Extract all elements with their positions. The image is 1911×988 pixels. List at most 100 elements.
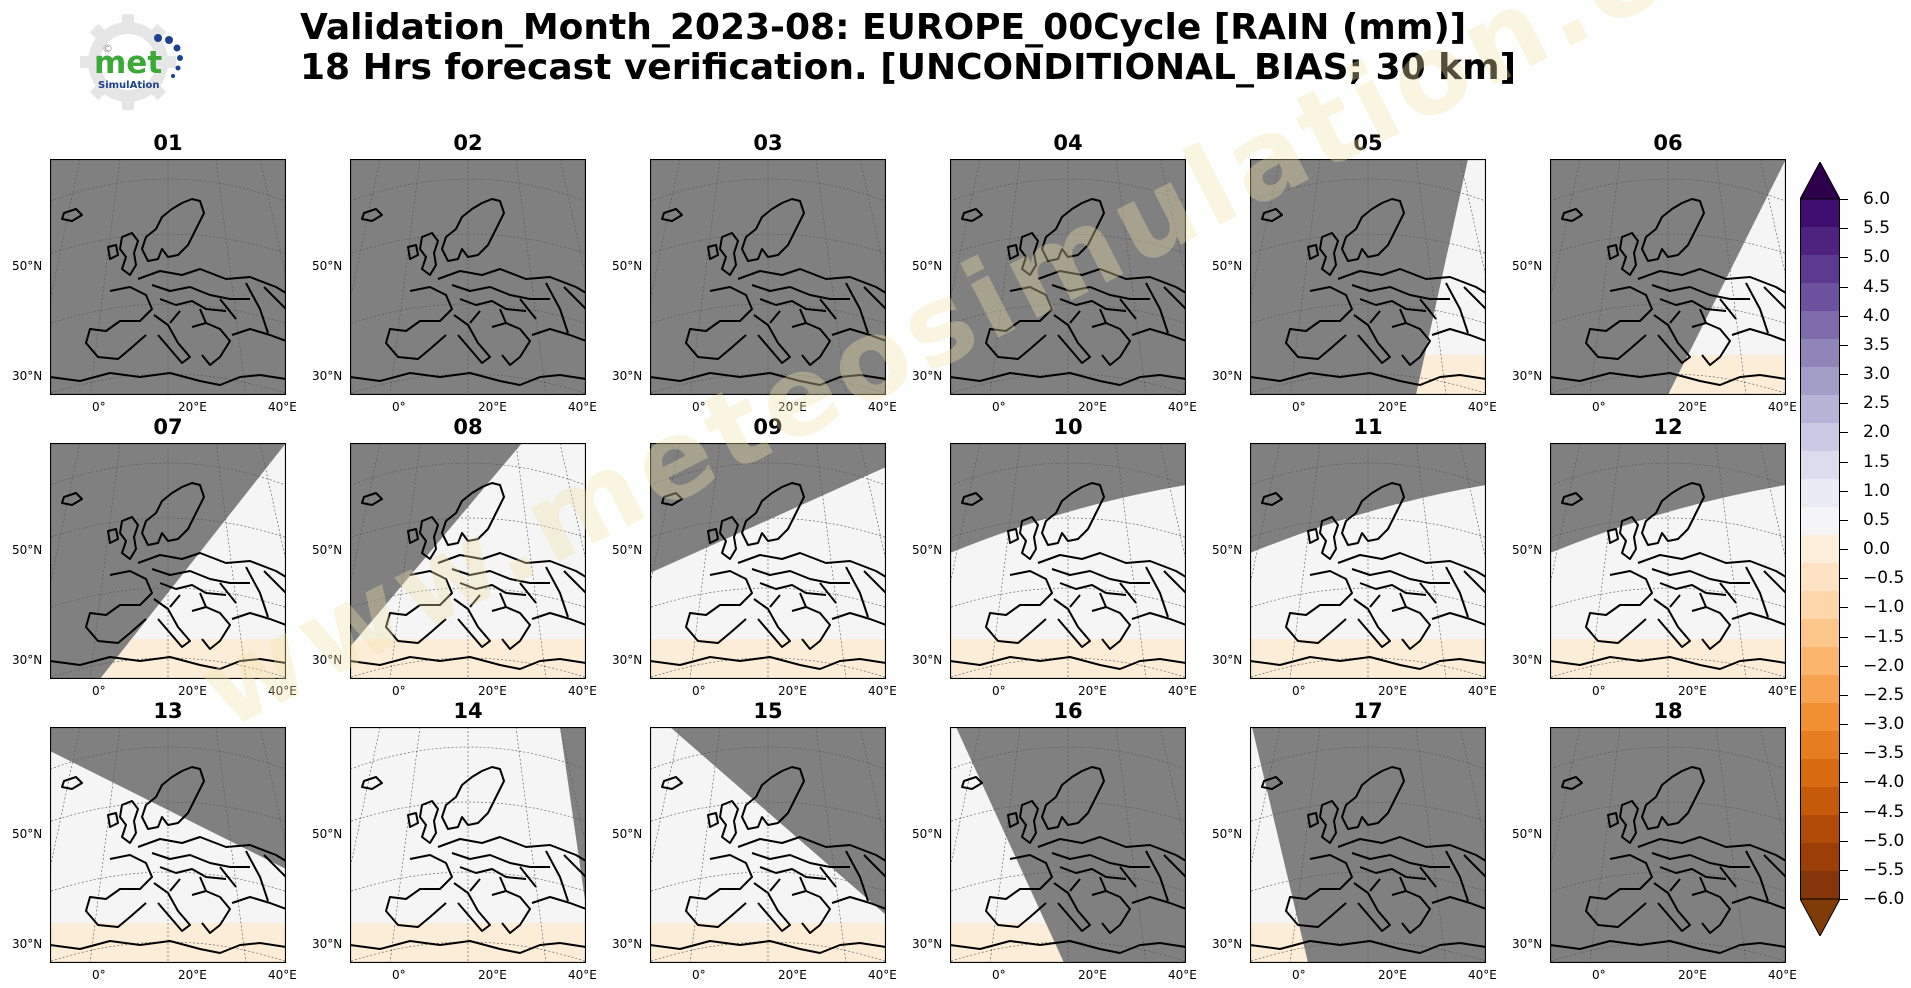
longitude-label: 0° xyxy=(992,684,1006,698)
latitude-label: 50°N xyxy=(12,827,43,841)
latitude-label: 50°N xyxy=(912,543,943,557)
panel-title: 17 xyxy=(1353,699,1383,723)
longitude-label: 40°E xyxy=(1468,400,1497,414)
colorbar-swatch xyxy=(1800,619,1840,648)
latitude-label: 30°N xyxy=(1512,937,1543,951)
latitude-label: 30°N xyxy=(612,937,643,951)
graticule xyxy=(50,159,286,395)
coastlines-and-borders xyxy=(350,482,586,670)
coastlines-and-borders xyxy=(650,198,886,386)
panel-title: 13 xyxy=(153,699,183,723)
latitude-label: 30°N xyxy=(612,369,643,383)
map-panel-16: 16 50°N 30°N 0° 20°E 40°E xyxy=(912,699,1197,982)
europe-map xyxy=(50,159,286,395)
map-frame xyxy=(950,443,1186,679)
coastlines-and-borders xyxy=(1550,198,1786,386)
latitude-label: 30°N xyxy=(1212,369,1243,383)
map-frame xyxy=(1550,443,1786,679)
colorbar-tick xyxy=(1840,724,1848,725)
map-panel-12: 12 50°N 30°N 0° 20°E 40°E xyxy=(1512,415,1797,698)
graticule xyxy=(950,159,1186,395)
colorbar-tick-label: 0.5 xyxy=(1863,509,1891,530)
latitude-label: 30°N xyxy=(312,937,343,951)
latitude-label: 50°N xyxy=(312,259,343,273)
colorbar-tick-label: 2.0 xyxy=(1863,422,1891,443)
colorbar-tick-label: −4.0 xyxy=(1863,772,1905,793)
latitude-label: 50°N xyxy=(1512,827,1543,841)
coastlines-and-borders xyxy=(50,198,286,386)
coastlines-and-borders xyxy=(1250,482,1486,670)
colorbar-tick xyxy=(1840,811,1848,813)
latitude-label: 50°N xyxy=(912,827,943,841)
panel-title: 14 xyxy=(453,699,483,723)
svg-text:met: met xyxy=(94,45,162,81)
europe-map xyxy=(1250,443,1486,679)
colorbar-tick xyxy=(1840,257,1848,259)
colorbar-tick xyxy=(1840,199,1848,200)
colorbar-tick xyxy=(1840,607,1848,609)
coastlines-and-borders xyxy=(950,482,1186,670)
graticule xyxy=(50,727,286,963)
europe-map xyxy=(650,727,886,963)
colorbar-tick xyxy=(1840,374,1848,375)
longitude-label: 40°E xyxy=(268,400,297,414)
longitude-label: 40°E xyxy=(268,684,297,698)
longitude-label: 40°E xyxy=(268,968,297,982)
colorbar-swatch xyxy=(1800,283,1840,312)
latitude-label: 30°N xyxy=(612,653,643,667)
panel-title: 08 xyxy=(453,415,483,439)
colorbar-tick-label: −2.5 xyxy=(1863,684,1905,705)
longitude-label: 20°E xyxy=(1378,400,1407,414)
longitude-label: 20°E xyxy=(478,684,507,698)
colorbar-tick-label: −0.5 xyxy=(1863,568,1905,589)
latitude-label: 30°N xyxy=(1212,653,1243,667)
latitude-label: 50°N xyxy=(612,259,643,273)
europe-map xyxy=(1550,727,1786,963)
map-panel-02: 02 50°N 30°N 0° 20°E 40°E xyxy=(312,131,597,414)
map-frame xyxy=(1250,159,1486,395)
colorbar-tick-label: 4.5 xyxy=(1863,276,1891,297)
colorbar-extend-bottom xyxy=(1800,898,1840,936)
graticule xyxy=(950,727,1186,963)
longitude-label: 0° xyxy=(1592,684,1606,698)
latitude-label: 50°N xyxy=(12,259,43,273)
map-frame xyxy=(950,159,1186,395)
longitude-label: 0° xyxy=(92,968,106,982)
latitude-label: 50°N xyxy=(12,543,43,557)
coastlines-and-borders xyxy=(950,198,1186,386)
longitude-label: 0° xyxy=(1292,400,1306,414)
latitude-label: 50°N xyxy=(612,543,643,557)
europe-map xyxy=(50,727,286,963)
map-panel-13: 13 50°N 30°N 0° 20°E 40°E xyxy=(12,699,297,982)
longitude-label: 40°E xyxy=(868,400,897,414)
longitude-label: 40°E xyxy=(1168,968,1197,982)
map-panel-10: 10 50°N 30°N 0° 20°E 40°E xyxy=(912,415,1197,698)
latitude-label: 50°N xyxy=(1512,259,1543,273)
europe-map xyxy=(650,159,886,395)
figure-title-line-2: 18 Hrs forecast verification. [UNCONDITI… xyxy=(300,47,1517,88)
map-panel-06: 06 50°N 30°N 0° 20°E 40°E xyxy=(1512,131,1797,414)
longitude-label: 40°E xyxy=(1768,684,1797,698)
panel-title: 05 xyxy=(1353,131,1383,155)
map-frame xyxy=(950,727,1186,963)
colorbar-swatch xyxy=(1800,227,1840,256)
panel-title: 09 xyxy=(753,415,783,439)
longitude-label: 40°E xyxy=(568,968,597,982)
map-frame xyxy=(1550,159,1786,395)
colorbar-tick-label: −1.0 xyxy=(1863,597,1905,618)
latitude-label: 50°N xyxy=(1212,827,1243,841)
colorbar xyxy=(1800,162,1840,936)
panel-title: 03 xyxy=(753,131,783,155)
longitude-label: 20°E xyxy=(778,400,807,414)
colorbar-tick xyxy=(1840,315,1848,317)
map-panel-03: 03 50°N 30°N 0° 20°E 40°E xyxy=(612,131,897,414)
colorbar-swatch xyxy=(1800,843,1840,872)
colorbar-extend-top xyxy=(1800,162,1840,200)
longitude-label: 0° xyxy=(692,968,706,982)
map-frame xyxy=(350,727,586,963)
map-frame xyxy=(350,443,586,679)
longitude-label: 20°E xyxy=(178,400,207,414)
graticule xyxy=(350,159,586,395)
colorbar-tick-label: −1.5 xyxy=(1863,626,1905,647)
longitude-label: 0° xyxy=(692,400,706,414)
